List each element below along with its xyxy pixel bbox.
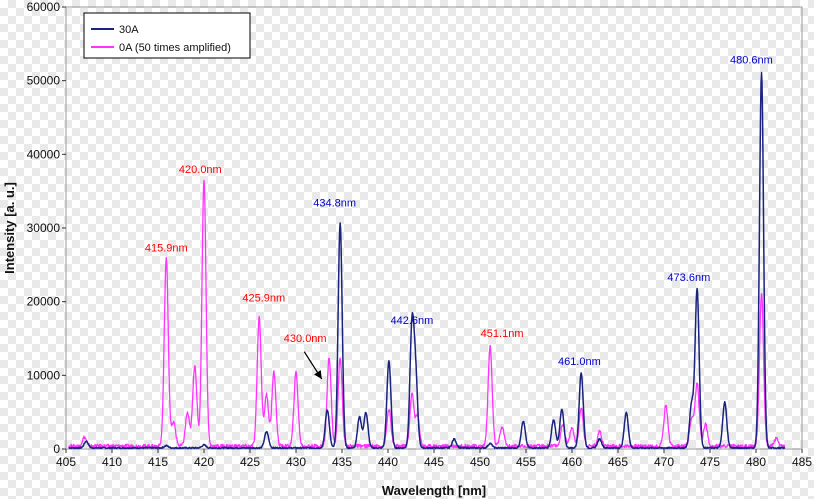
annotation-arrow-head [314,370,322,380]
x-tick-label: 445 [424,455,444,469]
peak-label: 473.6nm [667,272,710,284]
y-tick-label: 40000 [27,147,61,161]
series-line-30a [68,71,786,450]
y-tick-label: 30000 [27,221,61,235]
x-tick-label: 440 [378,455,398,469]
peak-label: 415.9nm [145,243,188,255]
peak-label: 442.6nm [391,315,434,327]
peak-label: 425.9nm [242,293,285,305]
annotation-layer: 415.9nm 420.0nm 425.9nm 430.0nm 451.1nm 434.8… [145,55,773,380]
x-tick-label: 460 [562,455,582,469]
x-tick-label: 405 [56,455,76,469]
peak-label: 420.0nm [179,164,222,176]
legend-label-0a: 0A (50 times amplified) [119,42,231,54]
x-tick-label: 455 [516,455,536,469]
x-tick-label: 410 [102,455,122,469]
x-tick-label: 420 [194,455,214,469]
plot-area [65,6,803,450]
x-tick-label: 475 [700,455,720,469]
series-layer [68,71,786,450]
x-tick-label: 430 [286,455,306,469]
y-axis-title: Intensity [a. u.] [2,182,17,274]
x-tick-label: 425 [240,455,260,469]
x-tick-label: 470 [654,455,674,469]
peak-label: 434.8nm [313,198,356,210]
x-tick-label: 480 [746,455,766,469]
legend-label-30a: 30A [119,24,139,36]
peak-label: 461.0nm [558,356,601,368]
y-tick-label: 60000 [27,0,61,14]
y-ticks: 0 10000 20000 30000 40000 50000 60000 [27,0,66,456]
x-axis-title: Wavelength [nm] [382,483,486,498]
y-tick-label: 10000 [27,368,61,382]
y-tick-label: 20000 [27,295,61,309]
legend-box [83,12,251,59]
x-tick-label: 435 [332,455,352,469]
x-tick-label: 485 [792,455,812,469]
legend: 30A 0A (50 times amplified) [83,12,251,59]
y-tick-label: 0 [53,442,60,456]
peak-label: 430.0nm [284,333,327,345]
y-tick-label: 50000 [27,74,61,88]
series-line-0a [68,179,786,449]
x-tick-label: 450 [470,455,490,469]
peak-label: 480.6nm [730,55,773,67]
x-tick-label: 415 [148,455,168,469]
peak-label: 451.1nm [481,328,524,340]
x-tick-label: 465 [608,455,628,469]
x-ticks: 405 410 415 420 425 430 435 440 445 450 455 460 465 4… [56,449,812,469]
